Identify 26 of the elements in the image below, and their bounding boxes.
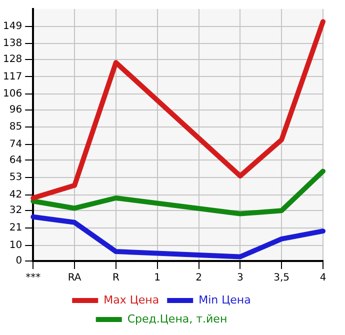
- legend-label: Min Цена: [198, 293, 251, 306]
- y-tick-label: 96: [9, 104, 22, 116]
- y-tick-label: 128: [2, 54, 22, 65]
- y-tick-label: 42: [9, 189, 22, 200]
- y-tick-label: 85: [9, 122, 22, 133]
- x-tick-label: ***: [26, 272, 41, 284]
- y-tick-label: 0: [16, 256, 22, 267]
- y-tick-label: 53: [9, 172, 22, 184]
- x-tick-label: 2: [196, 272, 202, 284]
- x-tick-label: 3: [236, 272, 244, 284]
- legend-label: Max Цена: [104, 293, 160, 306]
- x-tick-label: 3,5: [274, 272, 290, 284]
- y-tick-label: 149: [2, 20, 22, 32]
- x-tick-label: 4: [320, 272, 326, 284]
- y-tick-label: 106: [2, 88, 22, 100]
- y-tick-label: 21: [9, 222, 22, 234]
- y-tick-label: 32: [9, 205, 22, 216]
- y-tick-label: 74: [9, 139, 22, 150]
- x-tick-label: 1: [154, 272, 161, 284]
- y-tick-label: 117: [2, 71, 22, 82]
- y-tick-label: 64: [9, 154, 22, 166]
- legend-label: Сред.Цена, т.йен: [127, 312, 228, 326]
- x-tick-label: RA: [68, 272, 82, 284]
- y-tick-label: 10: [9, 240, 22, 251]
- y-tick-label: 138: [2, 38, 22, 50]
- x-tick-label: R: [112, 272, 120, 284]
